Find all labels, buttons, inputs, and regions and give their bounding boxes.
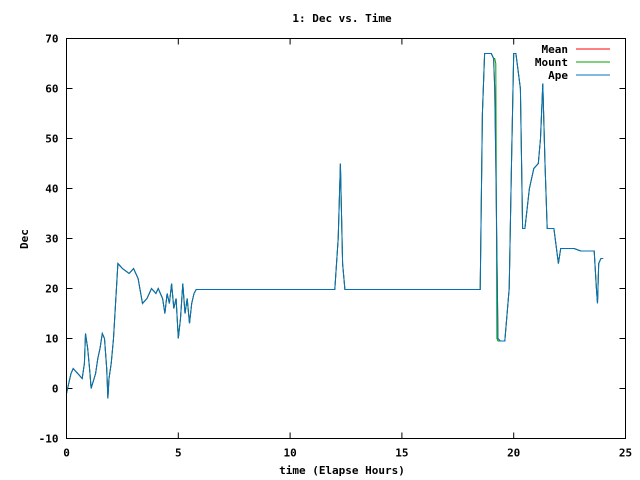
chart-title: 1: Dec vs. Time — [292, 12, 392, 25]
x-tick-label: 10 — [283, 447, 296, 460]
x-tick-label: 5 — [175, 447, 182, 460]
y-tick-label: 40 — [45, 183, 58, 196]
x-tick-label: 20 — [507, 447, 520, 460]
axis-ticks: 0 5 10 15 20 25 -10 0 10 20 30 40 50 60 70 — [39, 33, 633, 460]
y-tick-label: -10 — [39, 433, 59, 446]
plot-lines — [66, 53, 604, 399]
y-tick-label: 50 — [45, 133, 58, 146]
legend-label-mount: Mount — [535, 56, 568, 69]
x-axis-label: time (Elapse Hours) — [279, 464, 405, 477]
y-tick-label: 10 — [45, 333, 58, 346]
x-tick-label: 25 — [619, 447, 632, 460]
y-tick-label: 30 — [45, 233, 58, 246]
series-line-ape — [66, 53, 604, 399]
legend-label-ape: Ape — [548, 69, 568, 82]
x-tick-label: 0 — [63, 447, 70, 460]
y-axis-label: Dec — [18, 229, 31, 249]
y-tick-label: 60 — [45, 83, 58, 96]
x-tick-label: 15 — [395, 447, 408, 460]
y-tick-label: 0 — [52, 383, 59, 396]
y-tick-label: 70 — [45, 33, 58, 46]
y-tick-label: 20 — [45, 283, 58, 296]
legend-label-mean: Mean — [542, 43, 569, 56]
plot-frame — [66, 38, 626, 439]
